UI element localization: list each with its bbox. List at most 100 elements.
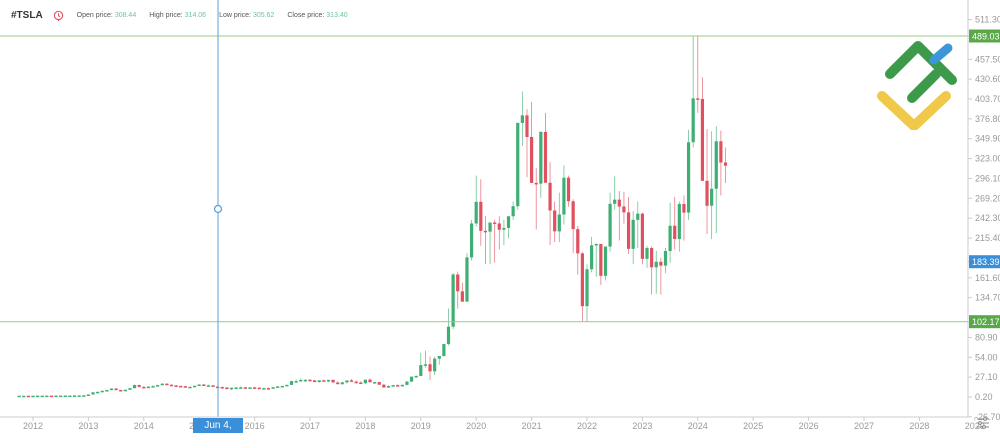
candle [280,385,284,388]
candle-body [243,387,247,389]
candle [294,379,298,383]
x-tick-label: 2028 [909,421,929,431]
candle [63,395,67,398]
candle [183,385,187,388]
candle [377,381,381,385]
candle [359,381,363,385]
candles [17,36,728,398]
candle [331,379,335,383]
candle-body [326,379,331,382]
candle [686,129,691,220]
candle [119,389,123,392]
candle-body [179,385,183,388]
candle [566,175,571,207]
low-price-value: 305.62 [252,11,275,19]
candle [446,308,451,346]
candle [340,382,344,385]
candle-body [617,199,621,207]
candle-body [72,395,77,397]
candle [229,387,234,391]
candle [497,216,501,250]
candle [520,91,524,147]
candle [645,245,649,268]
candle [373,381,377,384]
candle [423,350,428,368]
candle [105,389,109,392]
candle [428,356,432,381]
candle-body [257,387,261,390]
candle [40,395,44,398]
candle [345,380,349,384]
candle-body [299,379,303,382]
open-price-value: 308.44 [114,11,137,19]
candle-body [211,385,215,387]
candle-body [474,201,478,224]
candle-body [151,386,155,388]
candle-body [525,115,529,137]
candle-body [86,394,90,396]
candle-body [363,379,367,384]
candle-body [506,216,511,228]
candle-body [557,214,561,232]
x-tick-label: 2025 [743,421,763,431]
low-price-label: Low price: [219,11,251,19]
candle [543,112,548,183]
candle-body [202,384,206,387]
candle-body [313,380,317,383]
x-tick-label: 2027 [854,421,874,431]
candle-body [59,395,63,398]
candle [114,387,118,391]
candle [160,383,164,386]
candle-body [396,385,400,387]
candle-body [123,389,127,392]
candle-body [723,162,728,166]
candle-body [26,395,30,398]
candle-body [386,385,391,388]
candle [599,243,603,285]
candle-body [253,387,257,389]
y-tick-label: -26.70 [975,412,1000,422]
candle-body [317,380,321,383]
candle [456,271,460,309]
candle-body [377,382,381,385]
clock-icon[interactable] [53,10,64,21]
candle [465,253,469,302]
candle-body [414,375,418,378]
candle [571,199,575,254]
horizontal-levels[interactable] [0,35,968,323]
candle-body [631,219,635,249]
candle-body [225,387,229,389]
candle-body [405,381,409,385]
candle-body [128,388,132,390]
x-axis[interactable]: 2012201320142015201620172018201920202021… [23,417,985,431]
candle-body [266,388,271,390]
low-price: Low price: 305.62 [219,12,274,19]
candle [317,380,321,383]
candle [86,394,90,396]
candle-body [483,230,488,233]
y-tick-label: 376.80 [975,114,1000,124]
candle [506,216,511,239]
candle [299,378,303,382]
candle-body [608,203,612,247]
candle [451,273,455,330]
axis-settings-icon[interactable] [976,417,990,429]
candle-body [700,98,705,181]
y-tick-label: 269.20 [975,193,1000,203]
y-axis[interactable]: 511.30 457.50 430.60 403.70 376.80 349.90 323.… [968,15,1000,422]
candle-body [677,203,681,240]
close-price-label: Close price: [287,11,325,19]
candlestick-chart[interactable]: 511.30 457.50 430.60 403.70 376.80 349.90 323.… [0,0,1000,433]
candle-body [654,261,658,268]
candle [271,387,275,389]
candle-body [686,142,691,213]
candle [585,264,589,322]
candle-body [460,291,464,302]
candle-body [433,358,437,372]
candle [100,390,104,393]
candle [511,201,515,220]
candle [640,212,644,265]
candle-body [197,384,201,387]
crosshair-handle[interactable] [213,204,223,214]
candle [349,379,354,382]
